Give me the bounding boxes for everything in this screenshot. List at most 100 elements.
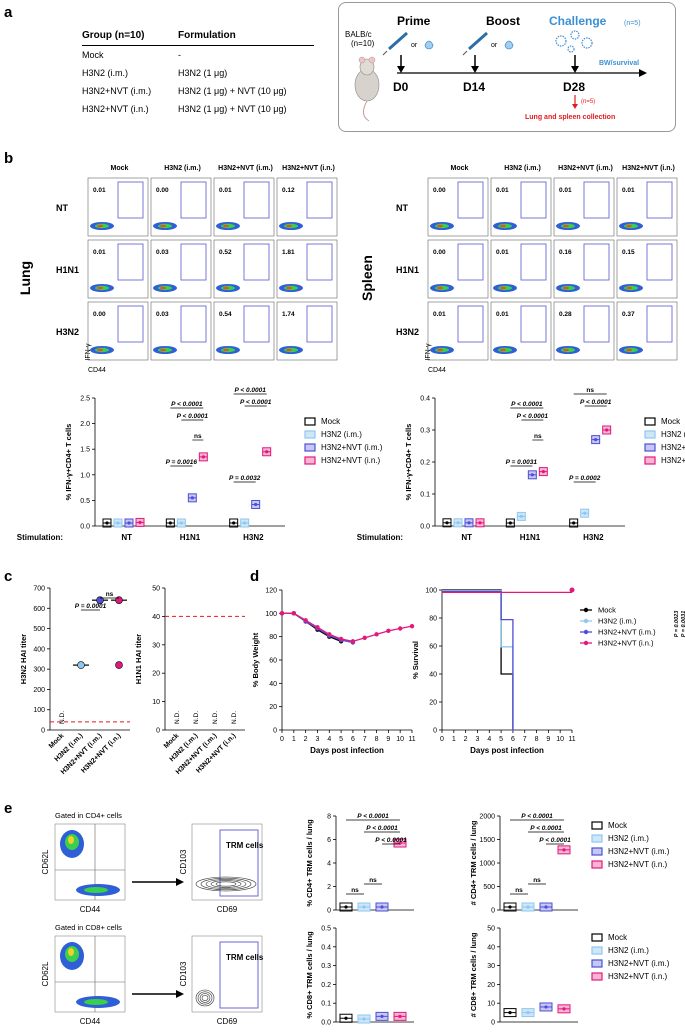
- y-tick-label: 20: [429, 700, 437, 707]
- stimulation-label: Stimulation:: [357, 533, 403, 542]
- y-axis-label: H1N1 HAI titer: [134, 634, 143, 685]
- data-point: [362, 905, 366, 909]
- immunization-schematic: BALB/c (n=10) Prime Boost Challenge (n=5…: [338, 2, 676, 132]
- legend-marker: [583, 629, 589, 635]
- flow-gate-value: 0.16: [559, 249, 572, 256]
- x-tick-label: Mock: [48, 732, 66, 750]
- x-tick-label: Mock: [163, 732, 181, 750]
- timepoint-d0: D0: [393, 80, 409, 94]
- y-axis-label: % IFN-γ+CD4+ T cells: [64, 424, 73, 501]
- lung-title: Lung: [17, 261, 33, 295]
- y-axis-label: % Survival: [411, 641, 420, 679]
- y-tick-label: 0.0: [80, 524, 90, 531]
- flow-gate-value: 0.01: [219, 187, 232, 194]
- flow-gate-value: 1.81: [282, 249, 295, 256]
- table-row: Mock -: [82, 46, 314, 65]
- flow-y-axis-label: CD62L: [41, 849, 50, 874]
- data-point: [508, 1011, 512, 1015]
- significance-label: ns: [194, 433, 202, 440]
- x-tick-label: 1: [452, 736, 456, 743]
- data-point: [544, 1005, 548, 1009]
- flow-gate-value: 0.54: [219, 311, 232, 318]
- data-point: [526, 1011, 530, 1015]
- data-point: [519, 514, 523, 518]
- data-point: [478, 521, 482, 525]
- legend-swatch: [591, 972, 603, 981]
- flow-gate-value: 0.52: [219, 249, 232, 256]
- virus-icon: [555, 30, 593, 53]
- trm-gate-label: TRM cells: [226, 953, 264, 962]
- data-point: [254, 502, 258, 507]
- flow-gate-value: 0.01: [622, 187, 635, 194]
- data-point: [605, 428, 609, 432]
- not-detected-label: N.D.: [231, 711, 238, 724]
- line-chart: 0 20 40 60 80 100 120 % Body Weight 0 1 2 3 4 5 6 7 8 9 10…: [251, 588, 416, 756]
- y-tick-label: 4: [327, 861, 331, 868]
- flow-column-header: H3N2 (i.m.): [504, 165, 541, 172]
- y-tick-label: 10: [152, 699, 160, 706]
- flow-gate: [583, 181, 610, 219]
- y-tick-label: 0: [491, 1020, 495, 1027]
- flow-population-peak: [68, 948, 74, 956]
- data-point: [526, 905, 530, 909]
- gating-arrowhead: [176, 878, 184, 886]
- flow-gate-value: 0.37: [622, 311, 635, 318]
- data-point: [445, 521, 449, 525]
- legend-label: H3N2+NVT (i.m.): [321, 443, 383, 452]
- x-tick-label: 1: [292, 736, 296, 743]
- legend-swatch: [591, 959, 603, 968]
- legend-marker: [583, 618, 589, 624]
- flow-population-peak: [626, 348, 632, 352]
- contour-line: [195, 876, 257, 892]
- not-detected-label: N.D.: [174, 711, 181, 724]
- significance-label: P = 0.0032: [229, 475, 261, 482]
- flow-population-peak: [626, 224, 632, 228]
- data-point: [456, 521, 460, 525]
- flow-gate: [243, 305, 270, 343]
- significance-label: ns: [351, 887, 359, 894]
- data-point: [397, 626, 403, 631]
- trm-box-chart: 0 500 1000 1500 2000# CD4+ TRM cells / lung P…: [469, 813, 670, 915]
- data-point: [562, 1007, 566, 1011]
- y-tick-label: 1500: [479, 837, 495, 844]
- y-tick-label: 50: [487, 926, 495, 933]
- legend-label: H3N2 (i.m.): [608, 946, 649, 955]
- panel-label-a: a: [4, 4, 13, 21]
- panel-label-b: b: [4, 150, 14, 167]
- flow-row-label: NT: [396, 203, 408, 213]
- panel-label-d: d: [250, 568, 260, 585]
- panel-label-e: e: [4, 800, 13, 817]
- y-tick-label: 30: [487, 963, 495, 970]
- x-tick-label: 11: [568, 736, 575, 743]
- y-tick-label: 500: [483, 884, 495, 891]
- data-point: [508, 905, 512, 909]
- data-point: [115, 661, 123, 669]
- flow-gate: [646, 305, 673, 343]
- data-point: [508, 521, 512, 525]
- not-detected-label: N.D.: [212, 711, 219, 724]
- significance-label: P < 0.0001: [580, 399, 612, 406]
- y-tick-label: 700: [33, 586, 45, 593]
- hai-chart: 0 100 200 300 400 500 600 700 H3N2 HAI titer N.D.…: [19, 586, 130, 776]
- x-tick-label: 9: [546, 736, 550, 743]
- y-tick-label: 0: [433, 728, 437, 735]
- legend-label: H3N2+NVT (i.m.): [661, 443, 685, 452]
- timepoint-d14: D14: [463, 80, 485, 94]
- data-point: [530, 473, 534, 477]
- x-tick-label: H3N2: [243, 533, 264, 542]
- flow-plot-frame: [191, 935, 263, 1013]
- data-point: [201, 455, 205, 459]
- data-point: [350, 639, 356, 644]
- data-point: [115, 596, 123, 604]
- x-tick-label: 7: [363, 736, 367, 743]
- data-point: [116, 521, 120, 525]
- legend-label: H3N2+NVT (i.n.): [321, 456, 381, 465]
- table-cell: H3N2+NVT (i.m.): [82, 86, 152, 96]
- flow-population-peak: [563, 224, 569, 228]
- legend-swatch: [304, 430, 316, 439]
- collection-arrowhead: [572, 104, 578, 109]
- flow-gate-value: 0.01: [559, 187, 572, 194]
- legend-label: H3N2+NVT (i.m.): [608, 847, 670, 856]
- flow-y-axis-label: CD103: [179, 961, 188, 986]
- flow-gate-value: 0.00: [433, 187, 446, 194]
